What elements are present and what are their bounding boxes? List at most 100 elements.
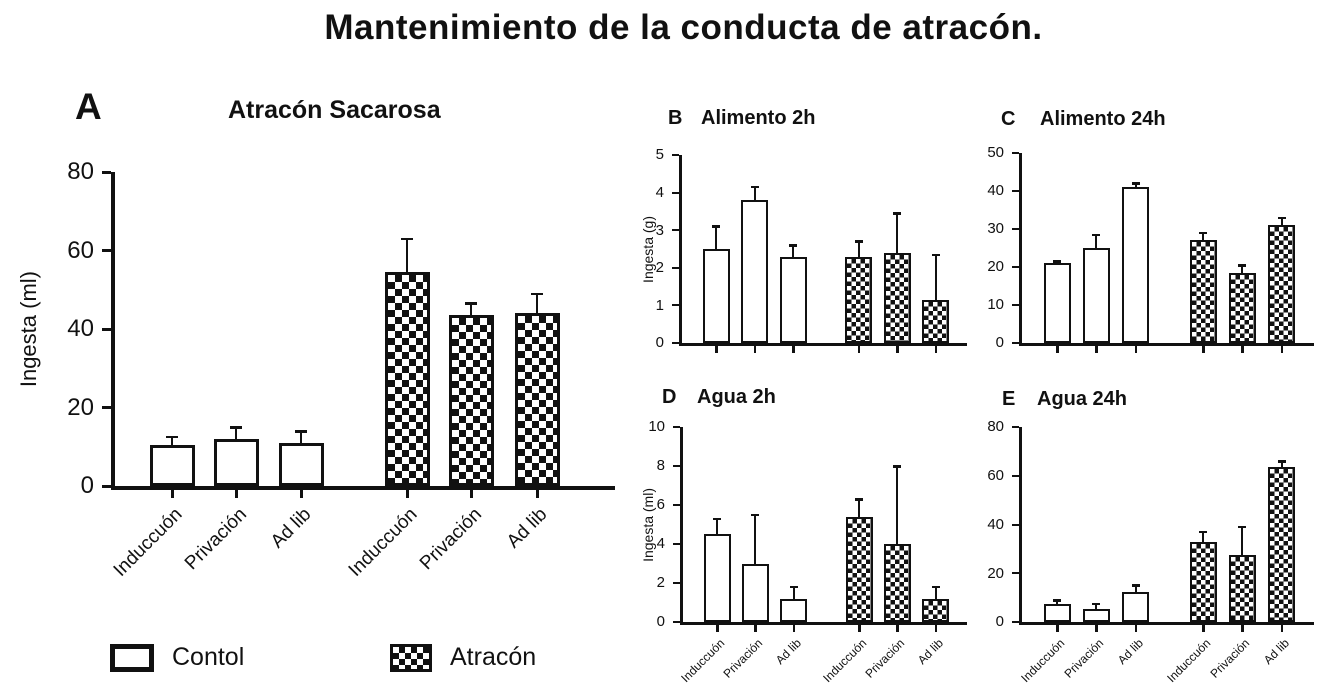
- y-tick: [1012, 304, 1019, 306]
- bar-atracon-0: [845, 516, 873, 622]
- bar-atracon-0: [845, 256, 873, 343]
- y-axis: [111, 172, 115, 490]
- error-bar-cap: [1131, 182, 1140, 185]
- y-tick: [1012, 426, 1019, 428]
- x-axis: [679, 343, 967, 346]
- y-tick-label: 80: [67, 158, 94, 186]
- panel-a-letter: A: [75, 86, 102, 127]
- x-tick-label: Induccuón: [109, 504, 187, 581]
- error-bar: [792, 586, 795, 605]
- x-tick: [470, 490, 473, 498]
- bar-atracon-0: [384, 272, 430, 486]
- x-tick: [792, 346, 795, 353]
- bar-control-1: [741, 563, 769, 622]
- y-tick: [1012, 342, 1019, 344]
- error-bar-cap: [166, 435, 178, 439]
- bar-atracon-1: [448, 315, 494, 486]
- y-tick: [102, 249, 111, 252]
- error-bar: [1280, 461, 1283, 474]
- panel-e-title: Agua 24h: [1037, 388, 1128, 410]
- bar-control-2: [1122, 591, 1150, 622]
- y-tick: [102, 406, 111, 409]
- y-tick: [1012, 190, 1019, 192]
- bar-atracon-0: [1189, 541, 1217, 622]
- x-tick: [536, 490, 539, 498]
- y-tick-label: 2: [656, 574, 665, 592]
- panel-d-title: Agua 2h: [697, 386, 776, 408]
- x-tick: [300, 490, 303, 498]
- error-bar: [858, 499, 861, 523]
- x-tick: [1280, 625, 1284, 632]
- y-tick-label: 10: [648, 418, 665, 436]
- error-bar-cap: [751, 513, 760, 517]
- bar-atracon-1: [1228, 554, 1256, 622]
- y-tick: [673, 543, 680, 545]
- x-tick: [1056, 625, 1059, 632]
- error-bar-cap: [1053, 599, 1062, 602]
- y-tick: [672, 304, 679, 307]
- x-tick: [1095, 346, 1098, 353]
- bar-atracon-1: [883, 544, 911, 622]
- y-axis: [680, 427, 683, 625]
- x-tick: [1095, 625, 1098, 632]
- y-tick: [672, 342, 679, 344]
- panel-c-title: Alimento 24h: [1040, 108, 1166, 130]
- y-tick: [102, 484, 111, 488]
- x-tick-label: Ad lib: [267, 504, 316, 553]
- error-bar-cap: [789, 244, 798, 247]
- y-axis: [1019, 153, 1022, 346]
- bar-control-0: [1043, 263, 1071, 343]
- bar-atracon-2: [1268, 467, 1296, 622]
- x-tick: [857, 346, 861, 353]
- error-bar-cap: [855, 498, 864, 501]
- x-tick: [1241, 625, 1244, 632]
- bar-control-2: [779, 256, 807, 343]
- y-tick: [1012, 523, 1019, 526]
- x-tick-label: Induccuón: [344, 504, 422, 581]
- x-tick: [754, 625, 757, 632]
- error-bar-cap: [854, 240, 863, 243]
- x-tick-label: Ad lib: [914, 636, 946, 668]
- y-tick: [1012, 621, 1019, 623]
- y-tick: [673, 426, 680, 428]
- error-bar-cap: [531, 292, 543, 296]
- y-tick: [672, 266, 679, 269]
- y-tick-label: 20: [987, 258, 1004, 276]
- error-bar-cap: [1199, 530, 1208, 534]
- error-bar-cap: [1277, 460, 1286, 463]
- bar-control-1: [213, 438, 259, 486]
- bar-control-0: [702, 249, 730, 343]
- panel-e-plot: 0 20 40 60 80 Induccuón Privación Ad lib Induccu…: [987, 418, 1314, 685]
- panel-a-title: Atracón Sacarosa: [228, 96, 441, 124]
- error-bar-cap: [295, 430, 307, 433]
- panel-b-plot: 0 1 2 3 4 5: [656, 146, 967, 353]
- x-tick: [792, 625, 796, 632]
- x-tick: [716, 625, 719, 632]
- x-tick-label: Privación: [1207, 636, 1253, 681]
- y-tick-label: 5: [655, 146, 664, 164]
- bar-control-1: [1082, 608, 1110, 622]
- x-tick-label: Induccuón: [819, 636, 869, 686]
- y-axis: [1019, 427, 1022, 625]
- error-bar-cap: [1238, 525, 1247, 529]
- x-tick-label: Induccuón: [677, 636, 727, 686]
- bar-control-2: [780, 598, 808, 622]
- error-bar: [896, 213, 899, 259]
- error-bar: [1241, 265, 1244, 279]
- x-axis: [111, 486, 615, 490]
- x-tick: [715, 346, 718, 353]
- bar-control-2: [1122, 187, 1150, 343]
- x-tick-label: Induccuón: [1163, 636, 1213, 686]
- x-tick: [1241, 346, 1244, 353]
- panel-a-plot: 0 20 40 60 80 Induccuón Privación Ad lib Induccu…: [67, 158, 615, 581]
- error-bar-cap: [789, 585, 798, 589]
- x-tick: [753, 346, 757, 353]
- bar-control-0: [149, 444, 195, 486]
- y-tick-label: 20: [987, 564, 1004, 582]
- y-tick: [102, 327, 111, 331]
- bar-atracon-0: [1189, 240, 1217, 343]
- bar-control-1: [741, 200, 769, 343]
- bar-atracon-2: [1268, 225, 1296, 343]
- y-tick-label: 20: [67, 393, 94, 421]
